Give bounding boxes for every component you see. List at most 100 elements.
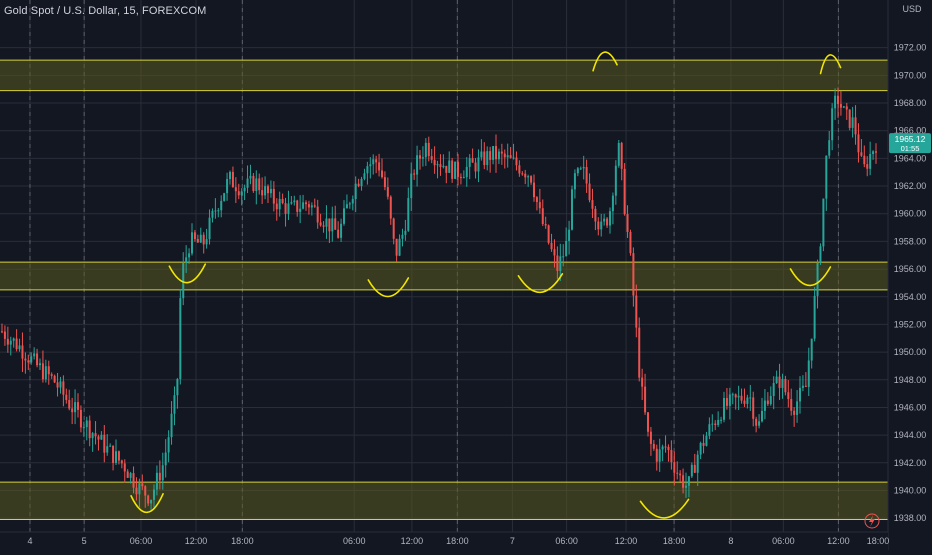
candle-up[interactable] bbox=[699, 442, 702, 455]
candle-down[interactable] bbox=[6, 338, 9, 345]
candle-down[interactable] bbox=[725, 398, 728, 406]
candle-down[interactable] bbox=[337, 229, 340, 238]
candle-up[interactable] bbox=[661, 446, 664, 450]
candle-down[interactable] bbox=[56, 382, 59, 388]
candle-down[interactable] bbox=[71, 408, 74, 413]
candle-up[interactable] bbox=[185, 257, 188, 263]
candle-down[interactable] bbox=[535, 197, 538, 203]
candle-down[interactable] bbox=[875, 151, 877, 153]
candle-up[interactable] bbox=[746, 397, 749, 404]
candle-up[interactable] bbox=[872, 151, 875, 155]
lightning-icon[interactable] bbox=[864, 513, 880, 529]
candle-down[interactable] bbox=[734, 394, 737, 398]
candle-up[interactable] bbox=[229, 171, 231, 180]
candle-up[interactable] bbox=[436, 164, 439, 166]
candle-up[interactable] bbox=[720, 419, 723, 421]
candle-up[interactable] bbox=[161, 465, 164, 481]
candle-up[interactable] bbox=[191, 232, 193, 254]
candle-up[interactable] bbox=[810, 338, 813, 361]
candle-down[interactable] bbox=[147, 495, 150, 504]
candle-up[interactable] bbox=[150, 499, 153, 504]
candle-up[interactable] bbox=[170, 413, 173, 438]
price-axis[interactable] bbox=[888, 0, 932, 550]
candle-up[interactable] bbox=[527, 176, 530, 178]
candle-up[interactable] bbox=[85, 420, 88, 428]
candle-down[interactable] bbox=[623, 168, 626, 215]
candle-up[interactable] bbox=[571, 189, 573, 230]
candle-up[interactable] bbox=[155, 472, 158, 490]
candle-down[interactable] bbox=[231, 171, 234, 188]
candle-down[interactable] bbox=[591, 200, 594, 209]
candle-down[interactable] bbox=[641, 377, 644, 387]
candle-up[interactable] bbox=[568, 229, 571, 241]
candle-up[interactable] bbox=[325, 218, 328, 227]
candle-up[interactable] bbox=[211, 210, 214, 218]
candle-down[interactable] bbox=[755, 418, 758, 426]
candle-down[interactable] bbox=[793, 410, 796, 415]
candle-down[interactable] bbox=[439, 164, 442, 168]
candle-up[interactable] bbox=[179, 298, 182, 380]
candle-up[interactable] bbox=[579, 168, 582, 170]
candle-down[interactable] bbox=[664, 446, 667, 448]
candle-down[interactable] bbox=[866, 164, 869, 169]
candle-down[interactable] bbox=[445, 165, 448, 173]
candle-up[interactable] bbox=[492, 146, 495, 160]
candle-up[interactable] bbox=[164, 452, 167, 466]
candle-up[interactable] bbox=[708, 424, 711, 436]
candle-down[interactable] bbox=[275, 203, 278, 210]
candle-down[interactable] bbox=[77, 402, 79, 410]
candle-down[interactable] bbox=[550, 242, 553, 250]
candle-up[interactable] bbox=[302, 202, 305, 209]
candle-down[interactable] bbox=[112, 445, 115, 463]
candle-down[interactable] bbox=[281, 198, 284, 204]
candle-up[interactable] bbox=[255, 178, 258, 192]
candle-down[interactable] bbox=[88, 420, 91, 439]
candle-down[interactable] bbox=[15, 338, 18, 350]
candle-up[interactable] bbox=[717, 419, 720, 425]
candle-down[interactable] bbox=[538, 202, 541, 209]
candle-down[interactable] bbox=[158, 472, 161, 481]
candle-down[interactable] bbox=[123, 463, 126, 472]
candle-up[interactable] bbox=[343, 208, 345, 224]
candle-up[interactable] bbox=[18, 345, 21, 350]
candle-up[interactable] bbox=[106, 446, 109, 453]
candle-up[interactable] bbox=[772, 383, 775, 396]
candle-up[interactable] bbox=[59, 381, 62, 388]
candle-down[interactable] bbox=[41, 363, 44, 380]
candle-up[interactable] bbox=[354, 183, 357, 200]
candle-down[interactable] bbox=[845, 106, 848, 110]
candle-down[interactable] bbox=[778, 376, 781, 388]
candle-down[interactable] bbox=[766, 400, 769, 405]
candle-up[interactable] bbox=[497, 151, 500, 160]
candle-up[interactable] bbox=[424, 142, 427, 158]
candle-up[interactable] bbox=[416, 155, 419, 175]
candle-down[interactable] bbox=[790, 399, 793, 411]
candle-up[interactable] bbox=[82, 427, 85, 429]
candle-down[interactable] bbox=[53, 375, 56, 383]
candle-up[interactable] bbox=[348, 203, 351, 205]
candle-down[interactable] bbox=[693, 464, 696, 473]
candle-down[interactable] bbox=[430, 156, 433, 160]
candle-up[interactable] bbox=[758, 421, 761, 426]
candle-up[interactable] bbox=[448, 160, 451, 173]
time-axis[interactable] bbox=[0, 532, 888, 550]
candle-down[interactable] bbox=[305, 202, 307, 205]
candle-up[interactable] bbox=[223, 193, 226, 201]
candle-down[interactable] bbox=[284, 203, 287, 214]
candle-up[interactable] bbox=[728, 394, 731, 406]
candle-up[interactable] bbox=[801, 385, 804, 388]
candle-down[interactable] bbox=[451, 160, 454, 179]
candle-up[interactable] bbox=[345, 204, 348, 209]
candle-up[interactable] bbox=[600, 221, 603, 230]
candle-up[interactable] bbox=[781, 379, 784, 388]
candle-up[interactable] bbox=[480, 151, 483, 158]
candle-up[interactable] bbox=[769, 395, 772, 405]
candle-up[interactable] bbox=[208, 217, 211, 240]
candle-up[interactable] bbox=[834, 95, 837, 109]
candle-down[interactable] bbox=[495, 146, 497, 160]
candle-down[interactable] bbox=[328, 218, 331, 232]
candle-down[interactable] bbox=[620, 142, 623, 169]
candle-down[interactable] bbox=[857, 134, 860, 153]
candle-down[interactable] bbox=[234, 187, 237, 192]
